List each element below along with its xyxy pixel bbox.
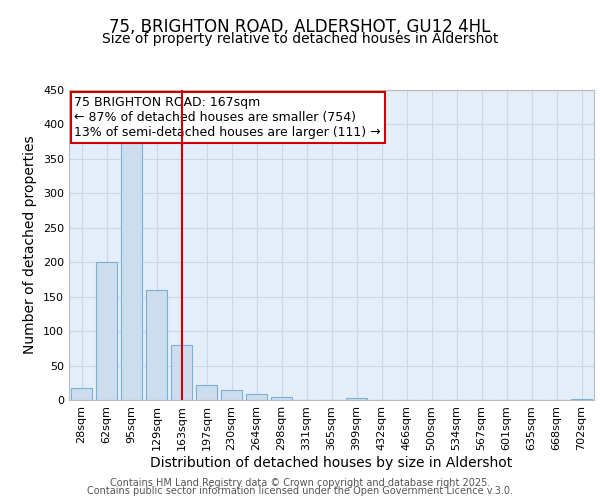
- Bar: [246, 394, 267, 400]
- Text: Contains HM Land Registry data © Crown copyright and database right 2025.: Contains HM Land Registry data © Crown c…: [110, 478, 490, 488]
- X-axis label: Distribution of detached houses by size in Aldershot: Distribution of detached houses by size …: [151, 456, 512, 469]
- Y-axis label: Number of detached properties: Number of detached properties: [23, 136, 37, 354]
- Bar: [196, 385, 217, 400]
- Bar: [71, 388, 92, 400]
- Bar: [146, 290, 167, 400]
- Text: 75, BRIGHTON ROAD, ALDERSHOT, GU12 4HL: 75, BRIGHTON ROAD, ALDERSHOT, GU12 4HL: [109, 18, 491, 36]
- Bar: [171, 345, 192, 400]
- Text: Size of property relative to detached houses in Aldershot: Size of property relative to detached ho…: [102, 32, 498, 46]
- Text: Contains public sector information licensed under the Open Government Licence v.: Contains public sector information licen…: [87, 486, 513, 496]
- Bar: [346, 398, 367, 400]
- Text: 75 BRIGHTON ROAD: 167sqm
← 87% of detached houses are smaller (754)
13% of semi-: 75 BRIGHTON ROAD: 167sqm ← 87% of detach…: [74, 96, 381, 139]
- Bar: [121, 143, 142, 400]
- Bar: [221, 390, 242, 400]
- Bar: [571, 398, 592, 400]
- Bar: [96, 262, 117, 400]
- Bar: [271, 397, 292, 400]
